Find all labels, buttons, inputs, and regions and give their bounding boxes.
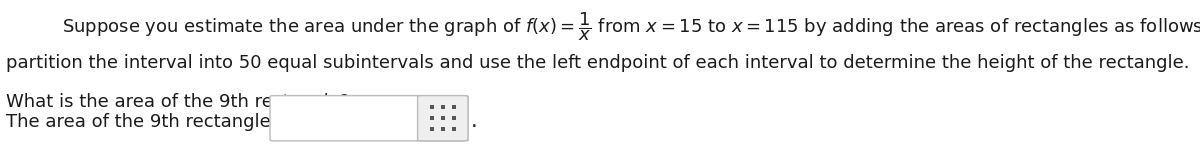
Text: The area of the 9th rectangle is: The area of the 9th rectangle is [6, 113, 292, 131]
FancyBboxPatch shape [270, 96, 468, 141]
Text: What is the area of the 9th rectangle?: What is the area of the 9th rectangle? [6, 93, 349, 111]
Text: Suppose you estimate the area under the graph of $f(x) = \dfrac{1}{x}$ from $x =: Suppose you estimate the area under the … [62, 10, 1200, 43]
FancyBboxPatch shape [418, 96, 468, 141]
Text: partition the interval into 50 equal subintervals and use the left endpoint of e: partition the interval into 50 equal sub… [6, 54, 1189, 72]
Text: .: . [470, 111, 478, 131]
